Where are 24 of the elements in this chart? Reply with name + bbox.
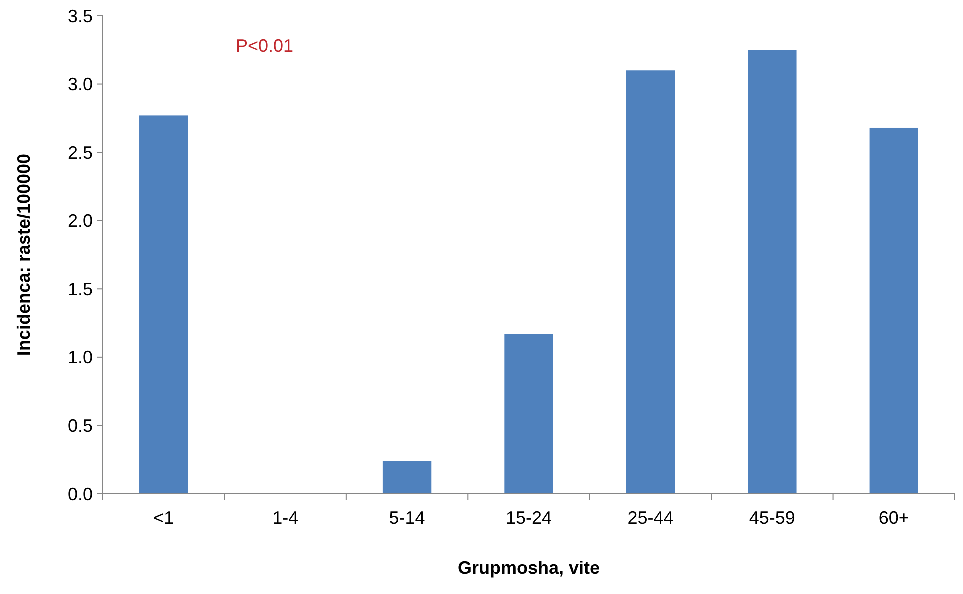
x-tick-label: 5-14 [389,508,426,528]
x-tick-label: 60+ [878,508,910,528]
y-tick-label: 2.0 [68,211,93,232]
y-axis-title: Incidenca: raste/100000 [14,154,34,356]
x-tick-label: 1-4 [272,508,299,528]
bar [140,116,188,494]
bar [626,70,676,494]
y-tick-label: 1.0 [68,348,93,368]
x-tick-label: <1 [154,508,174,528]
y-tick-label: 3.0 [68,74,93,95]
x-tick-label: 15-24 [506,508,552,528]
y-tick-label: 3.5 [68,6,93,26]
y-tick-label: 2.5 [68,142,93,163]
y-tick-label: 0.0 [68,484,93,504]
annotation: P<0.01 [236,36,294,56]
bar [382,461,432,494]
bar [504,334,554,494]
bar [748,50,797,494]
y-tick-label: 1.5 [68,279,93,300]
bar [870,128,918,494]
y-tick-label: 0.5 [68,416,93,436]
x-tick-label: 45-59 [749,508,796,528]
x-tick-label: 25-44 [628,508,674,528]
x-axis-title: Grupmosha, vite [458,558,600,578]
